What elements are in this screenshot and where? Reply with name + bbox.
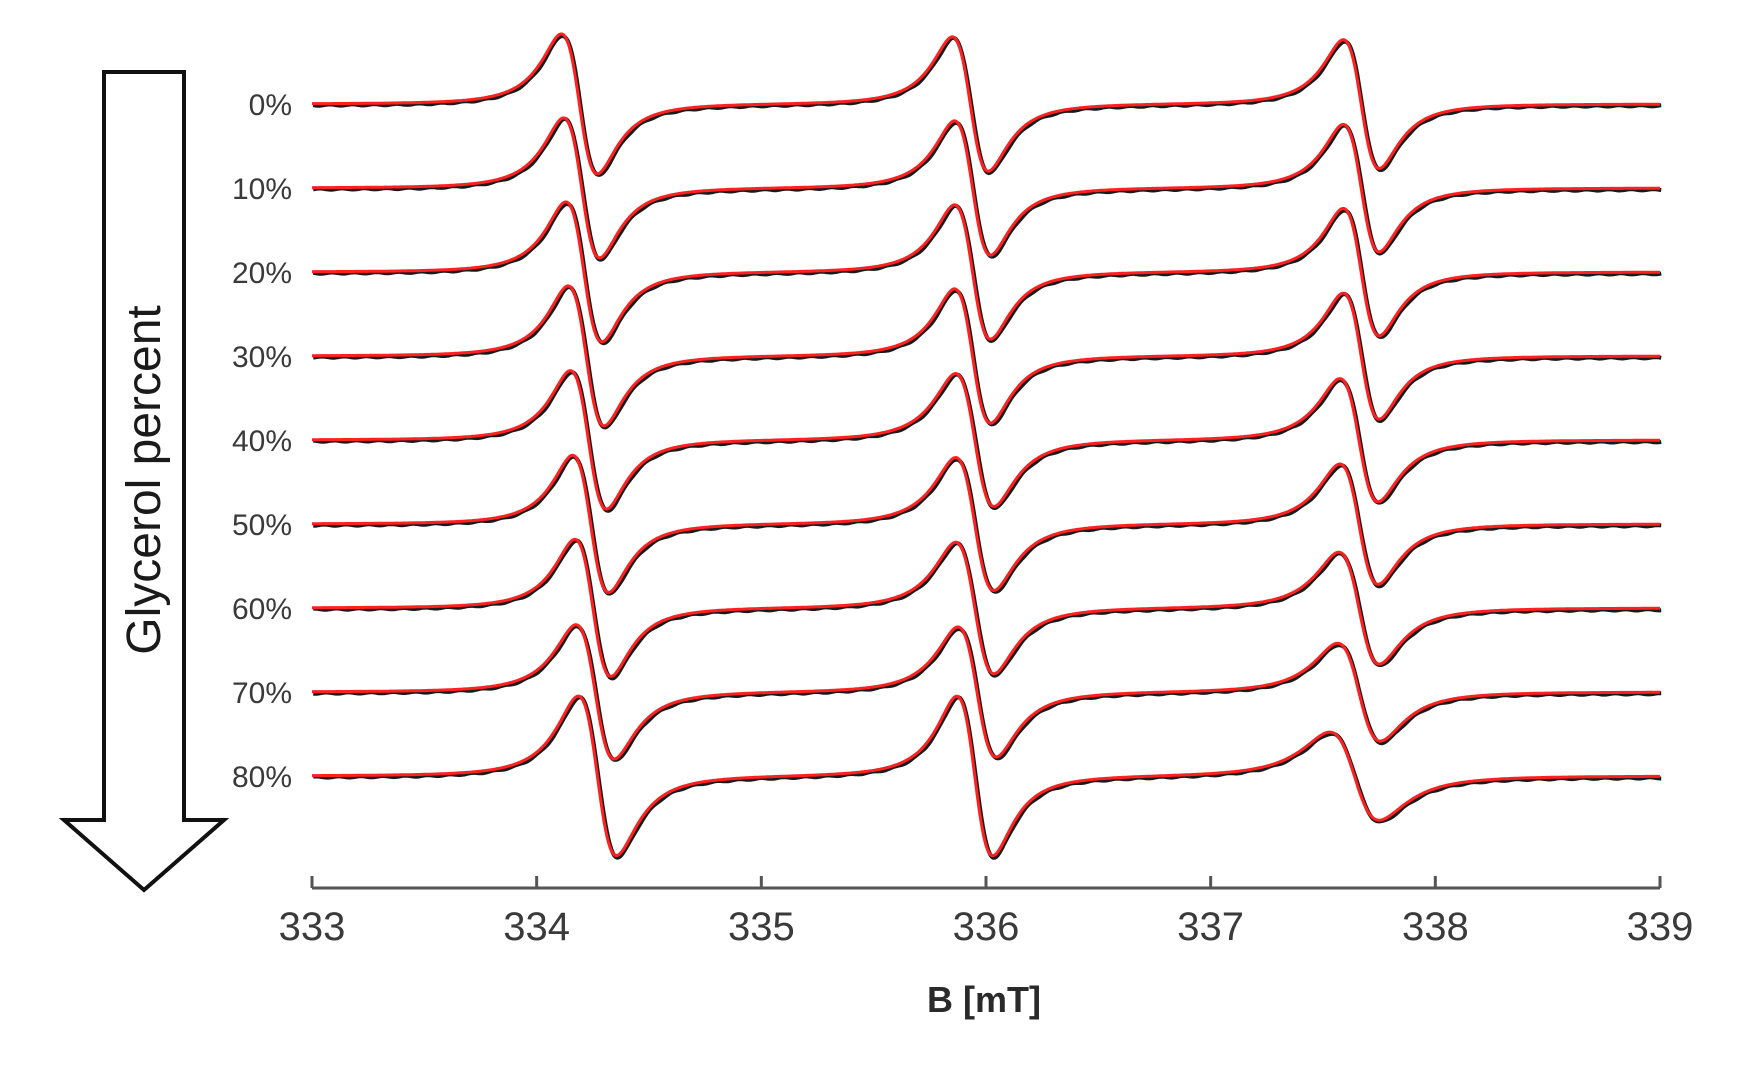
x-axis-title: B [mT] bbox=[927, 979, 1041, 1020]
fit-trace bbox=[312, 369, 1660, 511]
trace-label: 30% bbox=[232, 341, 292, 374]
spectra-traces bbox=[311, 32, 1662, 860]
trace-label: 50% bbox=[232, 509, 292, 542]
trace-label: 80% bbox=[232, 761, 292, 794]
trace-label: 40% bbox=[232, 425, 292, 458]
fit-trace bbox=[312, 694, 1660, 858]
fit-trace bbox=[311, 116, 1660, 260]
experimental-trace bbox=[312, 201, 1662, 346]
x-tick-label: 335 bbox=[728, 905, 795, 949]
x-ticks: 333 334 335 336 337 338 339 bbox=[279, 876, 1694, 949]
x-tick-label: 333 bbox=[279, 905, 346, 949]
fit-trace bbox=[312, 453, 1660, 594]
x-tick-label: 334 bbox=[503, 905, 570, 949]
x-axis: 333 334 335 336 337 338 339 B [mT] bbox=[279, 876, 1694, 1020]
trace-labels: 0% 10% 20% 30% 40% 50% 60% 70% 80% bbox=[232, 89, 292, 794]
trace-label: 10% bbox=[232, 173, 292, 206]
trace-label: 0% bbox=[249, 89, 292, 122]
experimental-trace bbox=[312, 284, 1662, 430]
glycerol-arrow: Glycerol percent bbox=[58, 70, 230, 893]
experimental-trace bbox=[313, 454, 1662, 596]
experimental-trace bbox=[313, 538, 1662, 681]
fit-trace bbox=[312, 623, 1660, 761]
arrow-label: Glycerol percent bbox=[118, 305, 171, 654]
trace-label: 20% bbox=[232, 257, 292, 290]
fit-trace bbox=[312, 200, 1660, 344]
fit-trace bbox=[312, 284, 1660, 428]
fit-trace bbox=[312, 32, 1660, 176]
experimental-trace bbox=[312, 33, 1662, 177]
x-tick-label: 336 bbox=[953, 905, 1020, 949]
down-arrow-shape bbox=[58, 70, 230, 893]
trace-label: 60% bbox=[232, 593, 292, 626]
experimental-trace bbox=[313, 370, 1662, 513]
x-tick-label: 337 bbox=[1177, 905, 1244, 949]
x-tick-label: 339 bbox=[1627, 905, 1694, 949]
experimental-trace bbox=[312, 695, 1662, 860]
experimental-trace bbox=[312, 116, 1662, 262]
trace-label: 70% bbox=[232, 677, 292, 710]
fit-trace bbox=[312, 537, 1660, 678]
x-tick-label: 338 bbox=[1402, 905, 1469, 949]
